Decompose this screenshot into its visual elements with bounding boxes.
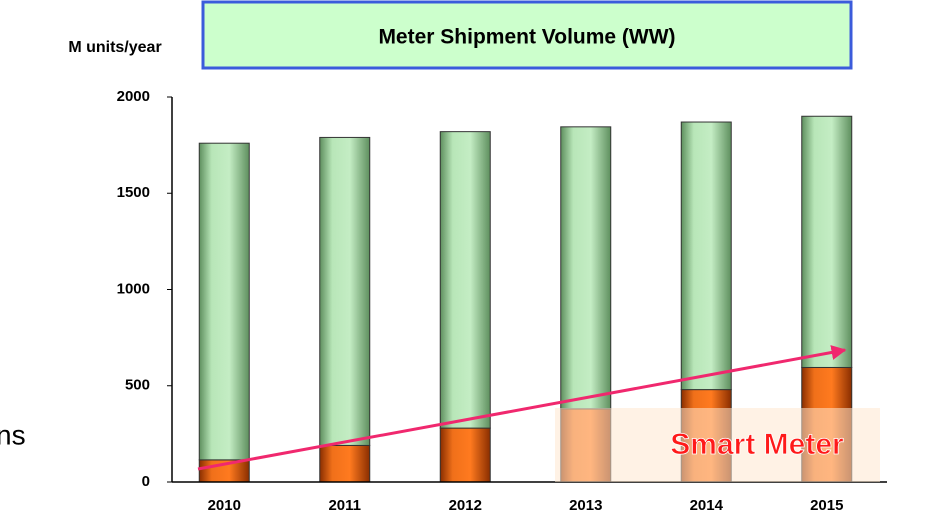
bar-segment (560, 126, 612, 410)
side-text: ns (0, 419, 26, 450)
y-tick-label: 0 (142, 473, 150, 490)
bar-segment (319, 136, 371, 446)
x-tick-label: 2011 (328, 497, 361, 514)
bar-segment (439, 427, 491, 483)
y-tick-label: 500 (125, 377, 150, 394)
chart-title: Meter Shipment Volume (WW) (378, 26, 675, 49)
y-axis-label: M units/year (68, 39, 161, 56)
bar-segment (198, 142, 250, 461)
y-tick-label: 2000 (117, 88, 150, 105)
bar-segment (801, 115, 853, 368)
x-tick-label: 2012 (449, 497, 482, 514)
trend-arrow (197, 345, 847, 471)
annotation-backdrop (555, 408, 880, 482)
x-tick-label: 2015 (810, 497, 843, 514)
x-tick-label: 2010 (208, 497, 241, 514)
bar-segment (319, 444, 371, 483)
x-tick-label: 2013 (569, 497, 602, 514)
bar-segment (680, 121, 732, 391)
title-box (201, 0, 853, 70)
y-tick-label: 1000 (117, 280, 150, 297)
x-tick-label: 2014 (690, 497, 724, 514)
bar-segment (439, 131, 491, 429)
y-tick-label: 1500 (117, 184, 150, 201)
annotation: Smart Meter (670, 428, 844, 461)
